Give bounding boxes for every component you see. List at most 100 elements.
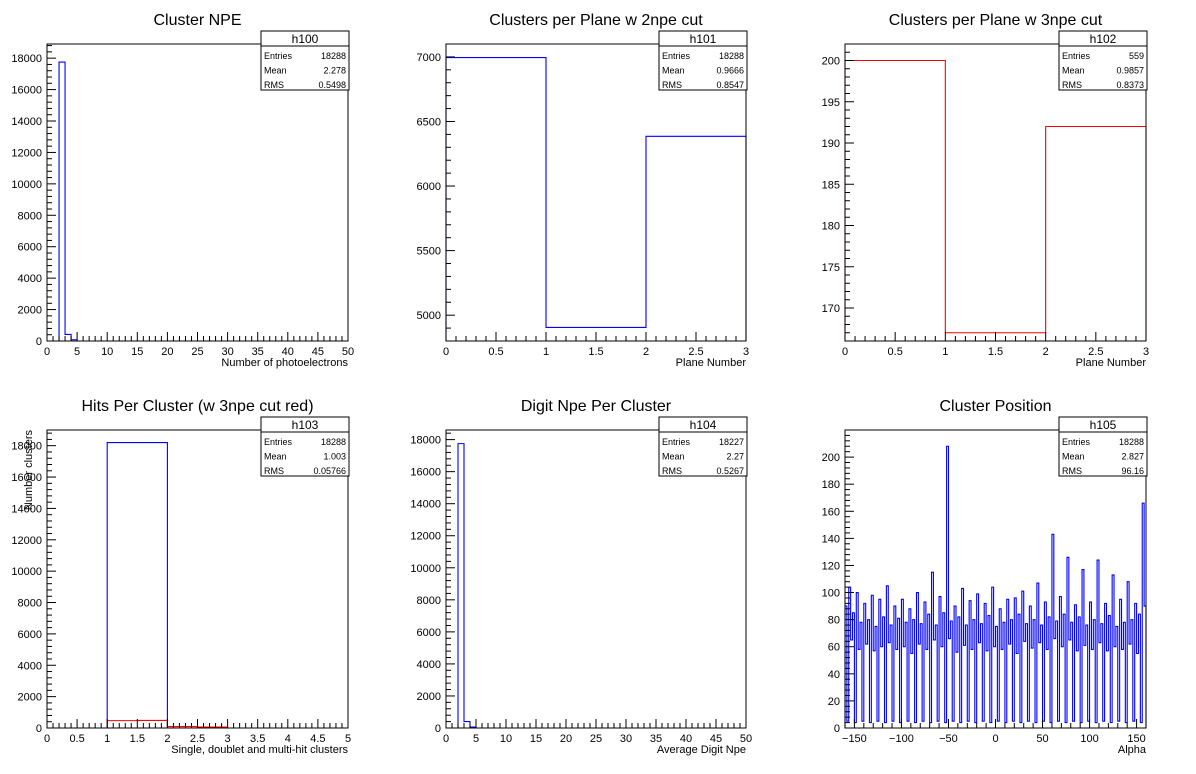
stats-label: Entries [662,51,691,61]
y-tick-label: 2000 [18,305,42,317]
stats-value: 559 [1129,51,1144,61]
y-tick-label: 14000 [11,503,42,515]
x-tick-label: 45 [312,346,324,358]
stats-value: 96.16 [1121,466,1144,476]
stats-box: h103 Entries 18288 Mean 1.003 RMS 0.05766 [260,416,350,477]
y-tick-label: 0 [36,336,42,348]
stats-label: RMS [264,80,284,90]
y-tick-label: 8000 [18,210,42,222]
y-tick-label: 8000 [417,595,441,607]
stats-box: h100 Entries 18288 Mean 2.278 RMS 0.5498 [260,30,350,91]
stats-box-frame [260,30,350,91]
x-tick-label: −100 [889,733,914,745]
stats-value: 0.8547 [716,80,744,90]
x-tick-label: 10 [500,733,512,745]
y-tick-label: 5000 [417,310,441,322]
y-tick-label: 120 [822,560,840,572]
y-tick-label: 170 [822,303,840,315]
stats-label: RMS [1062,80,1082,90]
y-tick-label: 140 [822,533,840,545]
x-tick-label: 1.5 [588,346,603,358]
stats-label: Mean [1062,452,1085,462]
stats-box-frame [1058,416,1148,477]
x-tick-label: 1 [942,346,948,358]
x-tick-label: 30 [221,346,233,358]
y-tick-label: 18000 [11,441,42,453]
x-tick-label: 50 [1036,733,1048,745]
y-tick-label: 16000 [11,85,42,97]
y-tick-label: 80 [828,615,840,627]
y-tick-label: 160 [822,506,840,518]
x-tick-label: 25 [590,733,602,745]
stats-label: Mean [662,66,685,76]
y-tick-label: 4000 [18,660,42,672]
x-tick-label: 3.5 [250,733,265,745]
histogram-series-0 [445,57,747,341]
x-axis-label: Alpha [1118,744,1147,756]
histogram-series-0 [844,445,1147,728]
x-axis-label: Average Digit Npe [657,744,746,756]
chart-title: Digit Npe Per Cluster [521,398,672,415]
stats-histogram-name: h103 [292,418,319,432]
y-tick-label: 12000 [11,535,42,547]
y-tick-label: 175 [822,262,840,274]
histogram-pad-h104: Digit Npe Per Cluster 0 5 10 15 20 25 30 35 40 45 5… [410,398,752,756]
y-tick-label: 0 [36,723,42,735]
stats-box-frame [1058,30,1148,91]
x-tick-label: 15 [131,346,143,358]
y-tick-label: 2000 [18,692,42,704]
x-tick-label: 2 [1043,346,1049,358]
y-tick-label: 18000 [410,435,441,447]
stats-box-frame [658,416,748,477]
stats-box: h105 Entries 18288 Mean 2.827 RMS 96.16 [1058,416,1148,477]
chart-title: Cluster Position [939,398,1051,415]
histogram-pad-h101: Clusters per Plane w 2npe cut 0 0.5 1 1.5 2 2.… [417,12,750,369]
stats-value: 1.003 [323,452,346,462]
y-tick-label: 18000 [11,53,42,65]
y-tick-label: 12000 [11,147,42,159]
y-tick-label: 190 [822,138,840,150]
x-tick-label: 0 [44,733,50,745]
x-tick-label: 2.5 [190,733,205,745]
stats-label: RMS [662,466,682,476]
x-tick-label: 5 [345,733,351,745]
stats-label: Entries [662,437,691,447]
histogram-pad-h102: Clusters per Plane w 3npe cut 0 0.5 1 1.5 2 2.… [822,12,1149,369]
x-tick-label: 4 [285,733,291,745]
x-tick-label: 1.5 [130,733,145,745]
y-tick-label: 16000 [11,472,42,484]
y-tick-label: 40 [828,669,840,681]
x-tick-label: 0.5 [888,346,903,358]
stats-value: 2.827 [1121,452,1144,462]
x-tick-label: 50 [342,346,354,358]
y-axis-label: Number clusters [23,430,35,511]
x-axis-label: Plane Number [1076,357,1147,369]
x-axis-label: Plane Number [676,357,747,369]
x-tick-label: 20 [560,733,572,745]
stats-value: 18288 [321,437,346,447]
x-tick-label: 3 [1143,346,1149,358]
x-axis-label: Number of photoelectrons [221,357,348,369]
stats-value: 0.5498 [318,80,346,90]
y-tick-label: 180 [822,221,840,233]
stats-label: RMS [264,466,284,476]
histogram-pad-h100: Cluster NPE 0 5 10 15 20 25 30 35 40 45 50 0 2000 4000… [11,12,354,369]
x-tick-label: 40 [680,733,692,745]
y-tick-label: 4000 [18,273,42,285]
stats-value: 0.9666 [716,66,744,76]
x-tick-label: 35 [252,346,264,358]
stats-value: 0.8373 [1116,80,1144,90]
chart-title: Clusters per Plane w 2npe cut [489,12,703,29]
x-tick-label: 5 [473,733,479,745]
stats-value: 18288 [1119,437,1144,447]
x-tick-label: 0 [842,346,848,358]
x-tick-label: 150 [1127,733,1145,745]
stats-value: 2.278 [323,66,346,76]
stats-label: Entries [1062,437,1091,447]
y-tick-label: 200 [822,452,840,464]
chart-title: Hits Per Cluster (w 3npe cut red) [81,398,313,415]
stats-box: h102 Entries 559 Mean 0.9857 RMS 0.8373 [1058,30,1148,91]
y-tick-label: 0 [834,723,840,735]
stats-value: 0.5267 [716,466,744,476]
x-axis-label: Single, doublet and multi-hit clusters [171,744,348,756]
